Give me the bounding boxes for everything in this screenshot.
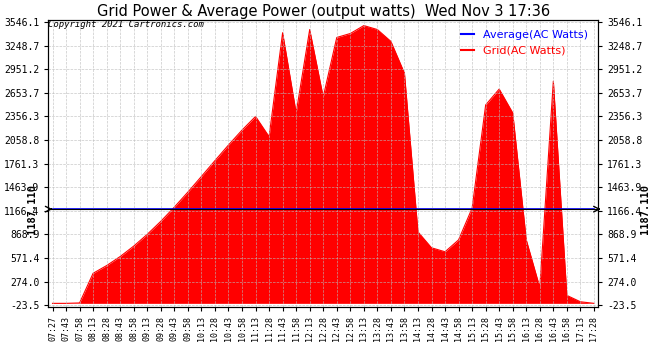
Legend: Average(AC Watts), Grid(AC Watts): Average(AC Watts), Grid(AC Watts) — [456, 26, 592, 60]
Title: Grid Power & Average Power (output watts)  Wed Nov 3 17:36: Grid Power & Average Power (output watts… — [97, 4, 550, 19]
Text: 1187.110: 1187.110 — [27, 184, 37, 234]
Text: 1187.110: 1187.110 — [640, 184, 650, 234]
Text: Copyright 2021 Cartronics.com: Copyright 2021 Cartronics.com — [49, 20, 204, 29]
